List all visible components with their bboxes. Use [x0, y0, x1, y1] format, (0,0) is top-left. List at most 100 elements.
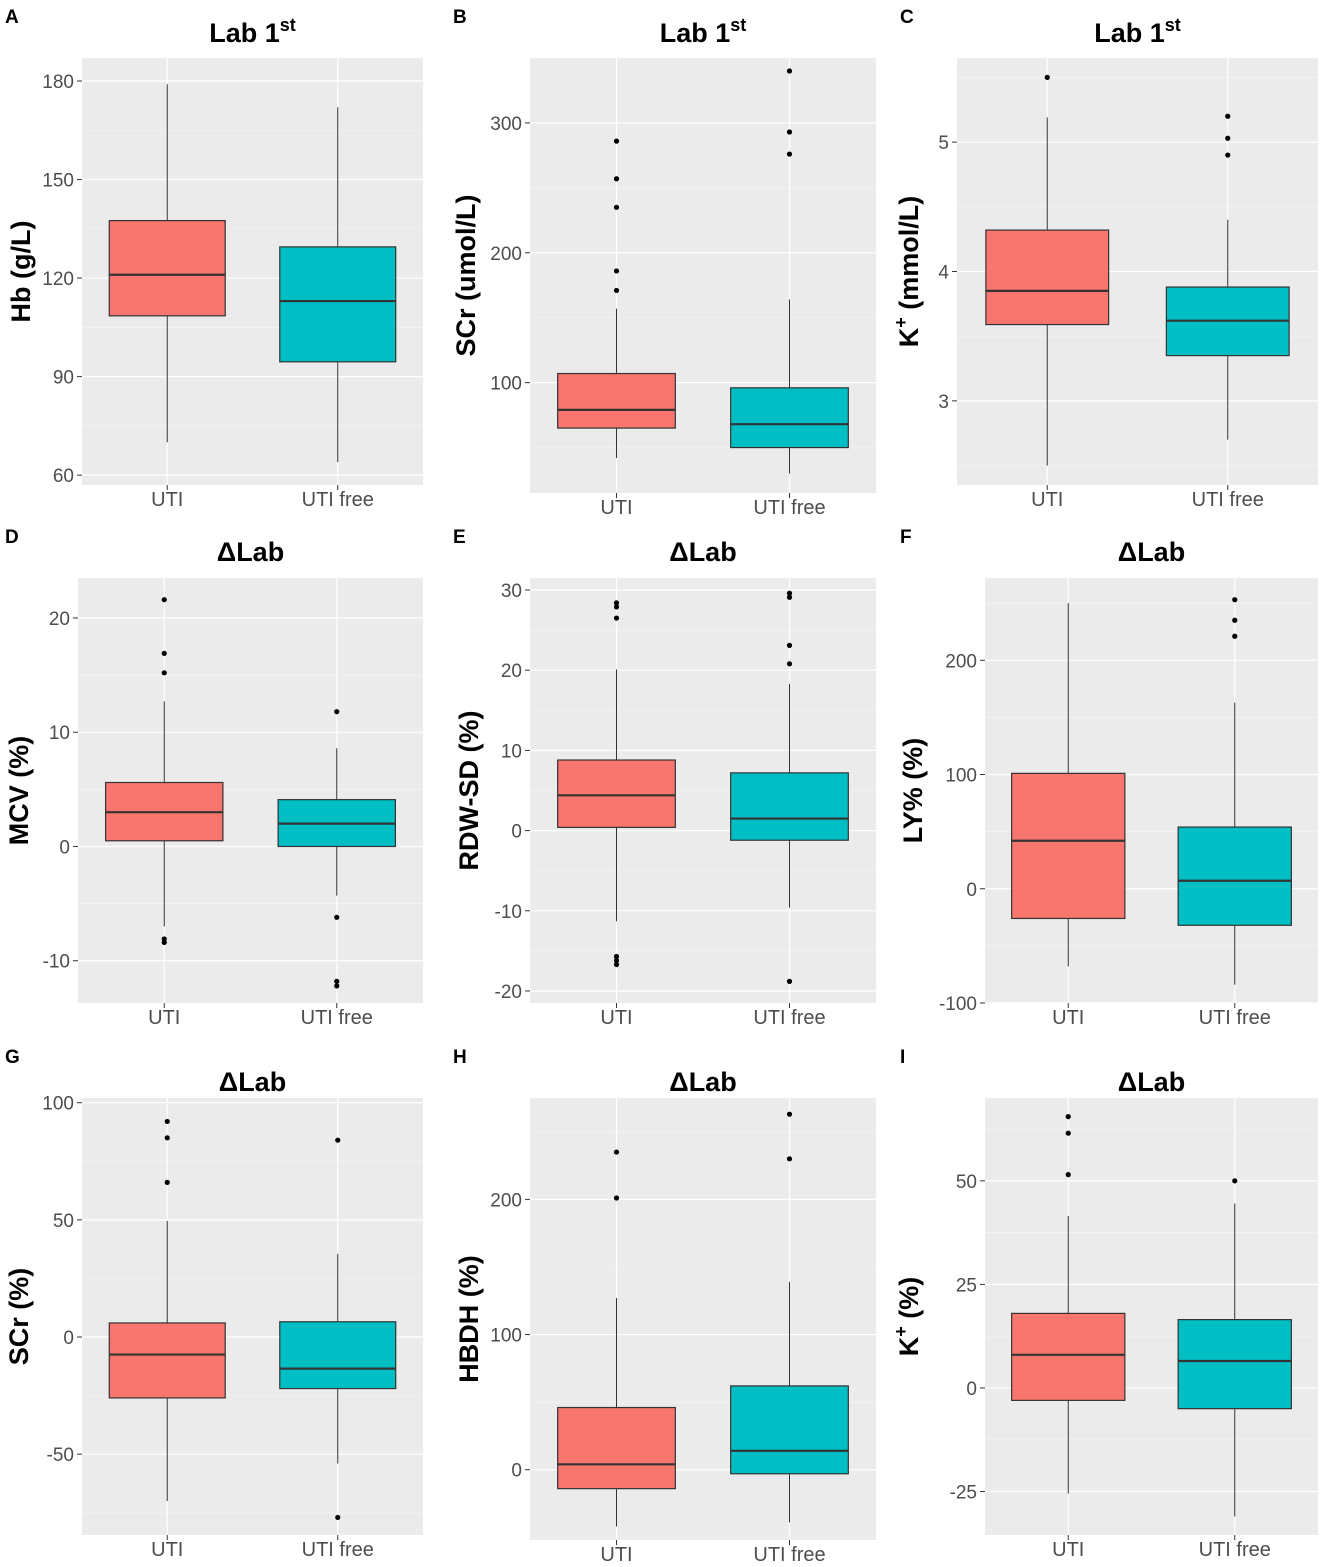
outlier-point — [613, 604, 620, 610]
y-tick-label: 200 — [490, 244, 522, 265]
outlier-point — [1065, 1130, 1071, 1136]
box-uti — [108, 84, 226, 443]
box-uti — [1011, 603, 1126, 967]
x-tick-label: UTI — [600, 1544, 632, 1566]
panel-letter: A — [5, 7, 19, 28]
outlier-point — [786, 661, 793, 667]
box-uti — [1011, 1114, 1126, 1494]
box-uti — [557, 1149, 676, 1527]
outlier-point — [613, 1195, 620, 1201]
panel-a: 60 90 120 150 180 UTI UTI free A Lab 1st Hb (g/L) — [5, 7, 423, 511]
panel-title: ΔLab — [1118, 1067, 1185, 1097]
x-tick-label: UTI free — [753, 1544, 825, 1566]
x-tick-label: UTI free — [753, 1007, 825, 1029]
y-tick-label: 0 — [966, 1379, 977, 1400]
box-uti-free — [730, 590, 849, 984]
y-tick-label: 300 — [490, 114, 522, 135]
outlier-point — [786, 978, 793, 984]
y-tick-label: 3 — [938, 392, 949, 413]
box-uti — [557, 138, 676, 458]
outlier-point — [161, 597, 167, 603]
y-tick-label: 100 — [490, 374, 522, 395]
y-tick-label: 180 — [42, 72, 74, 93]
outlier-point — [613, 1149, 620, 1155]
x-tick-label: UTI — [1031, 489, 1063, 511]
outlier-point — [786, 129, 793, 135]
panel-title: Lab 1st — [660, 15, 747, 48]
box-uti-free — [279, 1137, 397, 1521]
box-iqr — [557, 759, 676, 828]
y-tick-label: -20 — [495, 982, 522, 1003]
box-uti-free — [1177, 597, 1292, 985]
y-axis-label: RDW-SD (%) — [454, 711, 484, 871]
y-axis-label: K+ (%) — [891, 1277, 924, 1357]
panel-title: Lab 1st — [209, 15, 296, 48]
y-tick-label: 60 — [53, 466, 74, 487]
outlier-point — [334, 914, 340, 920]
x-tick-label: UTI free — [1192, 489, 1264, 511]
y-axis-label: MCV (%) — [4, 736, 34, 846]
outlier-point — [786, 1156, 793, 1162]
box-uti — [104, 597, 224, 946]
panel-g: -50 0 50 100 UTI UTI free G ΔLab SCr (%) — [4, 1047, 423, 1561]
box-uti — [985, 74, 1110, 466]
y-tick-label: 0 — [511, 1461, 522, 1482]
outlier-point — [786, 68, 793, 74]
outlier-point — [1232, 633, 1238, 639]
outlier-point — [334, 978, 340, 984]
box-iqr — [1011, 772, 1126, 920]
box-uti-free — [279, 107, 397, 463]
box-iqr — [730, 772, 849, 841]
panel-c: 3 4 5 UTI UTI free C Lab 1st K+ (mmol/L) — [891, 7, 1318, 511]
outlier-point — [1225, 152, 1231, 158]
box-iqr — [279, 246, 397, 363]
panel-f: -100 0 100 200 UTI UTI free F ΔLab LY% (%) — [898, 527, 1318, 1029]
x-tick-label: UTI free — [753, 497, 825, 519]
box-iqr — [1011, 1312, 1126, 1401]
y-axis-label: LY% (%) — [898, 738, 928, 844]
x-tick-label: UTI — [1052, 1007, 1084, 1029]
panel-title: ΔLab — [669, 537, 736, 567]
outlier-point — [613, 287, 620, 294]
x-tick-label: UTI free — [1199, 1007, 1271, 1029]
box-iqr — [730, 387, 849, 449]
box-uti-free — [277, 709, 397, 989]
y-tick-label: 5 — [938, 133, 949, 154]
panel-letter: D — [5, 527, 19, 548]
box-iqr — [279, 1321, 397, 1390]
y-tick-label: 25 — [956, 1275, 977, 1296]
box-iqr — [108, 1322, 226, 1399]
box-uti-free — [730, 68, 849, 474]
outlier-point — [613, 204, 620, 210]
outlier-point — [161, 650, 167, 657]
outlier-point — [613, 615, 620, 621]
x-tick-label: UTI — [151, 489, 183, 511]
panel-h: 0 100 200 UTI UTI free H ΔLab HBDH (%) — [453, 1047, 876, 1566]
x-tick-label: UTI — [151, 1539, 183, 1561]
box-uti-free — [1177, 1178, 1292, 1517]
outlier-point — [161, 670, 167, 676]
outlier-point — [786, 590, 793, 596]
y-tick-label: 50 — [53, 1211, 74, 1232]
plot-background — [82, 1098, 423, 1535]
y-tick-label: 50 — [956, 1172, 977, 1193]
y-axis-label: SCr (umol/L) — [451, 195, 481, 357]
panel-e: -20 -10 0 10 20 30 UTI UTI free E ΔLab RDW-SD (%) — [453, 527, 876, 1029]
panel-i: -25 0 25 50 UTI UTI free I ΔLab K+ (%) — [891, 1047, 1318, 1561]
box-iqr — [108, 219, 226, 317]
y-tick-label: 20 — [501, 661, 522, 682]
outlier-point — [786, 1111, 793, 1117]
outlier-point — [613, 961, 620, 968]
outlier-point — [786, 594, 793, 600]
outlier-point — [613, 957, 620, 964]
y-tick-label: -10 — [495, 902, 522, 923]
panel-title: ΔLab — [669, 1067, 736, 1097]
y-tick-label: 100 — [42, 1094, 74, 1115]
panel-title: ΔLab — [217, 537, 284, 567]
y-tick-label: 100 — [945, 766, 977, 787]
outlier-point — [1232, 597, 1238, 603]
y-tick-label: -25 — [950, 1483, 977, 1504]
panel-letter: B — [453, 7, 467, 28]
outlier-point — [786, 151, 793, 157]
y-tick-label: 10 — [501, 741, 522, 762]
